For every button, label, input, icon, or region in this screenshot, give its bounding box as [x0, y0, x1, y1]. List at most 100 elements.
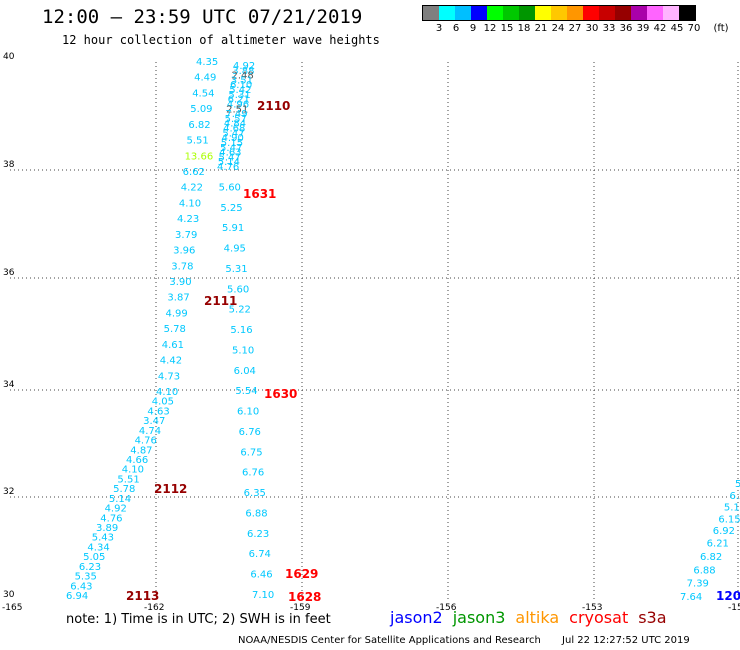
legend-swatch	[679, 6, 695, 20]
mission-name: cryosat	[569, 608, 629, 627]
wave-height-label: 6.92	[713, 526, 735, 537]
legend-swatch	[599, 6, 615, 20]
pass-time-label: 2113	[126, 589, 159, 603]
pass-time-label: 1631	[243, 187, 276, 201]
timestamp-text: Jul 22 12:27:52 UTC 2019	[562, 635, 690, 646]
legend-swatch	[647, 6, 663, 20]
y-tick-label: 32	[3, 487, 14, 497]
wave-height-label: 4.10	[156, 387, 178, 398]
units-note: note: 1) Time is in UTC; 2) SWH is in fe…	[66, 612, 331, 627]
legend-label: 33	[602, 23, 616, 34]
wave-height-label: 4.74	[139, 426, 161, 437]
wave-height-label: 6.94	[66, 591, 88, 602]
wave-height-label: 5.22	[229, 305, 251, 316]
wave-height-label: 6.82	[188, 120, 210, 131]
wave-height-label: 4.22	[181, 183, 203, 194]
legend-label: 6	[452, 23, 460, 34]
wave-height-label: 5.47	[219, 152, 241, 163]
wave-height-label: 6.88	[693, 565, 715, 576]
mission-name: altika	[515, 608, 560, 627]
y-tick-label: 30	[3, 590, 15, 600]
y-tick-label: 40	[3, 52, 15, 62]
wave-height-label: 4.73	[158, 371, 180, 382]
wave-height-label: 6.23	[247, 529, 269, 540]
wave-height-label: 5.31	[228, 90, 250, 101]
wave-height-label: 6.10	[237, 407, 259, 418]
wave-height-label: 5.54	[235, 386, 257, 397]
wave-height-label: 4.54	[192, 88, 214, 99]
wave-height-label: 4.90	[222, 133, 244, 144]
wave-height-label: 6.43	[70, 581, 92, 592]
wave-height-label: 4.76	[217, 162, 239, 173]
wave-height-label: 6.04	[234, 366, 256, 377]
wave-height-label: 7.39	[687, 579, 709, 590]
legend-label: 70	[687, 23, 701, 34]
legend-swatch	[455, 6, 471, 20]
legend-label: 9	[469, 23, 477, 34]
wave-height-label: 5.14	[109, 494, 131, 505]
legend-label: 12	[483, 23, 497, 34]
legend-swatch	[567, 6, 583, 20]
wave-height-label: 4.10	[122, 465, 144, 476]
wave-height-label: 5.05	[83, 552, 105, 563]
legend-label: 15	[500, 23, 514, 34]
wave-height-label: 3.79	[175, 230, 197, 241]
legend-swatch	[519, 6, 535, 20]
wave-height-label: 5.15	[221, 138, 243, 149]
mission-name: jason2	[390, 608, 443, 627]
mission-name: jason3	[452, 608, 506, 627]
pass-time-label: 120	[716, 589, 740, 603]
wave-height-label: 5.43	[92, 533, 114, 544]
pass-time-label: 2110	[257, 99, 290, 113]
x-tick-label: -162	[144, 603, 164, 613]
wave-height-label: 5.78	[113, 484, 135, 495]
wave-height-label: 6.10	[230, 80, 252, 91]
wave-height-label: 4.23	[177, 214, 199, 225]
legend-swatch	[487, 6, 503, 20]
wave-height-label: 7.64	[680, 592, 702, 603]
mission-name: s3a	[638, 608, 667, 627]
wave-height-label: 6.35	[244, 488, 266, 499]
page-title: 12:00 – 23:59 UTC 07/21/2019	[42, 6, 363, 28]
wave-height-label: 4.61	[162, 340, 184, 351]
wave-height-label: 4.92	[105, 504, 127, 515]
legend-swatch	[663, 6, 679, 20]
x-tick-label: -150	[728, 603, 740, 613]
wave-height-label: 3.51	[231, 75, 253, 86]
wave-height-label: 4.34	[87, 542, 109, 553]
wave-height-label: 5.47	[222, 128, 244, 139]
wave-height-label: 6.21	[228, 95, 250, 106]
wave-height-label: 5.10	[232, 345, 254, 356]
wave-height-label: 4.99	[166, 308, 188, 319]
wave-height-label: 6.74	[249, 549, 271, 560]
credit-text: NOAA/NESDIS Center for Satellite Applica…	[238, 635, 541, 646]
wave-height-label: 5.16	[230, 325, 252, 336]
x-tick-label: -159	[290, 603, 311, 613]
wave-height-label: 6.62	[183, 167, 205, 178]
legend-label: 18	[517, 23, 531, 34]
wave-height-label: 4.92	[233, 61, 255, 72]
wave-height-label: 5.78	[164, 324, 186, 335]
wave-height-label: 5.35	[75, 572, 97, 583]
legend-swatch	[423, 6, 439, 20]
legend-swatch	[551, 6, 567, 20]
y-tick-label: 36	[3, 268, 15, 278]
y-tick-label: 34	[3, 380, 15, 390]
x-tick-label: -153	[582, 603, 602, 613]
wave-height-label: 5.42	[229, 85, 251, 96]
wave-height-label: 4.68	[223, 124, 245, 135]
wave-height-label: 6.46	[250, 570, 272, 581]
wave-height-label: 5.1	[724, 503, 740, 514]
x-tick-label: -165	[2, 603, 22, 613]
pass-time-label: 1628	[288, 590, 321, 604]
legend-label: (ft)	[713, 23, 729, 34]
wave-height-label: 5.91	[222, 223, 244, 234]
footer: NOAA/NESDIS Center for Satellite Applica…	[238, 635, 690, 646]
wave-height-label: 4.66	[126, 455, 148, 466]
page-subtitle: 12 hour collection of altimeter wave hei…	[62, 33, 380, 47]
wave-height-label: 2.48	[231, 71, 253, 82]
wave-height-label: 4.96	[227, 99, 249, 110]
legend-swatch	[583, 6, 599, 20]
wave-height-label: 3.78	[171, 261, 193, 272]
